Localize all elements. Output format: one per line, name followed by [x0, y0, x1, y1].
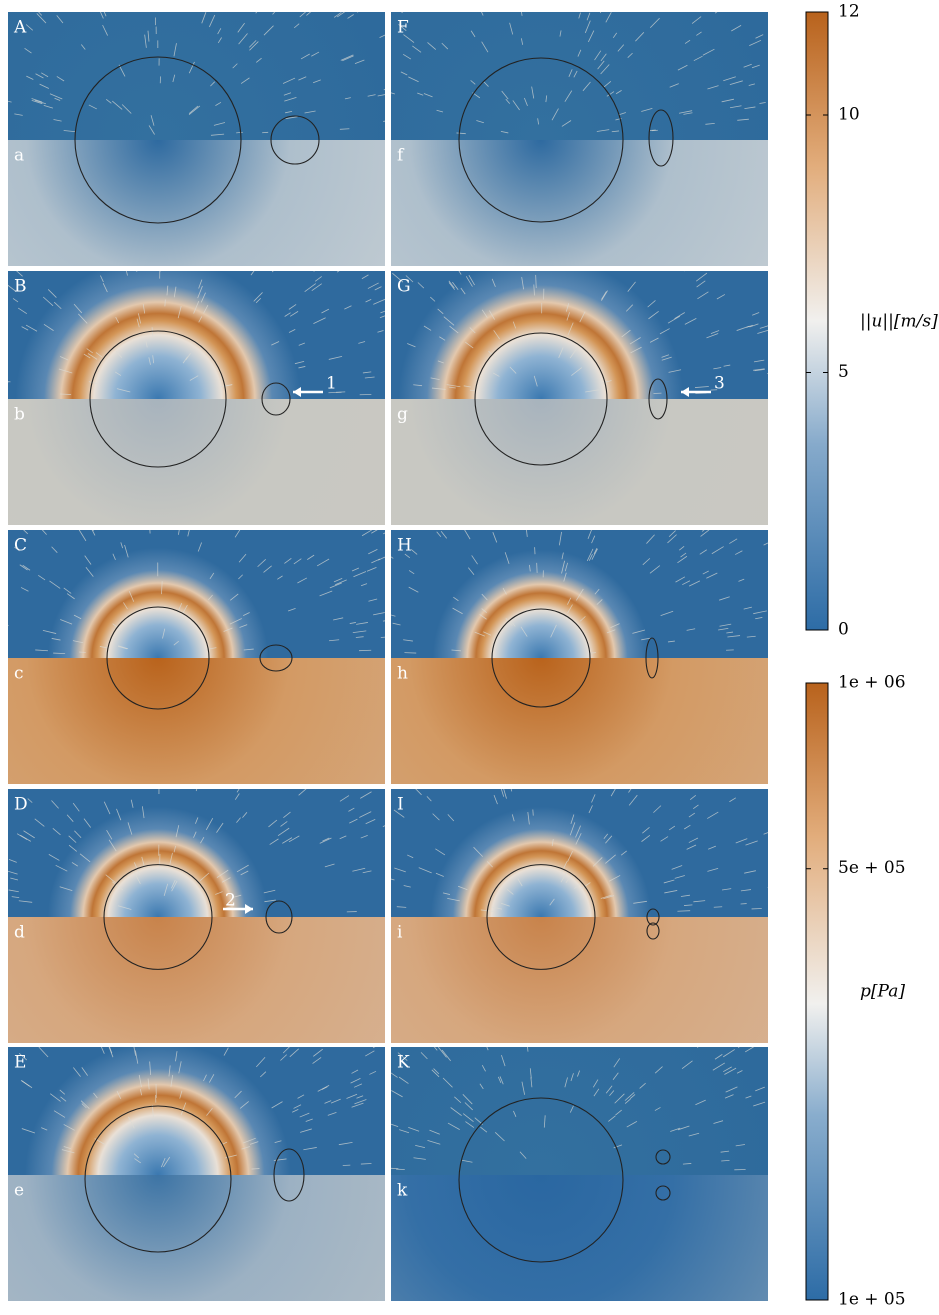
- flow-vector: [395, 5, 403, 12]
- panel-label: K: [397, 1053, 410, 1073]
- flow-vector: [0, 898, 8, 900]
- pressure-field: [8, 399, 385, 525]
- flow-vector: [340, 129, 350, 130]
- panel-label: g: [397, 405, 408, 425]
- pressure-field: [8, 140, 385, 266]
- panel-label: D: [14, 795, 28, 815]
- flow-vector: [60, 394, 71, 395]
- flow-vector: [536, 275, 537, 288]
- flow-vector: [136, 266, 137, 272]
- panel-label: F: [397, 18, 409, 38]
- panel-label: a: [14, 146, 24, 166]
- pressure-field: [391, 917, 768, 1043]
- panel: Hh: [387, 525, 773, 784]
- tick-label: 1e + 05: [838, 1290, 906, 1310]
- panel: Ff: [382, 2, 768, 266]
- panel: Dd 2: [0, 779, 392, 1043]
- colorbar: [806, 683, 828, 1300]
- panel-label: C: [14, 536, 27, 556]
- panel: Aa: [2, 5, 394, 266]
- panel-label: G: [397, 277, 411, 297]
- colorbar: [806, 12, 828, 630]
- pressure-field: [391, 140, 768, 266]
- flow-vector: [768, 887, 776, 888]
- velocity-field: [391, 789, 768, 917]
- colorbar-label: p[Pa]: [860, 982, 905, 1002]
- panel: Kk: [387, 1040, 768, 1301]
- panel: Ii: [383, 776, 776, 1043]
- panel: Gg 3: [391, 265, 775, 525]
- flow-vector: [165, 299, 166, 306]
- velocity-field: [391, 271, 768, 399]
- velocity-field: [8, 789, 385, 917]
- panel-label: E: [14, 1053, 26, 1073]
- panel: Bb 1: [0, 258, 389, 525]
- flow-vector: [649, 130, 655, 131]
- panel: Ee: [8, 1043, 385, 1301]
- pressure-field: [391, 658, 768, 784]
- flow-vector: [600, 2, 605, 13]
- velocity-field: [391, 530, 768, 658]
- panel-label: c: [14, 664, 24, 684]
- pressure-field: [391, 399, 768, 525]
- flow-vector: [150, 526, 151, 534]
- panel-label: H: [397, 536, 412, 556]
- panel-label: k: [397, 1181, 408, 1201]
- panel-label: I: [397, 795, 404, 815]
- panel-label: A: [13, 18, 27, 38]
- flow-vector: [2, 624, 8, 625]
- colorbar-label: ||u||[m/s]: [860, 312, 938, 332]
- panel-label: h: [397, 664, 408, 684]
- flow-vector: [0, 381, 8, 382]
- panel-label: d: [14, 923, 25, 943]
- pressure-field: [391, 1175, 768, 1301]
- pressure-field: [8, 658, 385, 784]
- velocity-field: [8, 1047, 385, 1175]
- panel-label: i: [397, 923, 403, 943]
- flow-vector: [677, 911, 690, 912]
- flow-vector: [381, 637, 387, 638]
- flow-vector: [767, 373, 775, 374]
- velocity-field: [8, 530, 385, 658]
- pressure-field: [8, 1175, 385, 1301]
- panel: Cc: [2, 519, 392, 784]
- pressure-field: [8, 917, 385, 1043]
- tick-label: 1e + 06: [838, 673, 906, 693]
- arrow-label: 1: [326, 374, 337, 394]
- arrow-label: 2: [225, 891, 236, 911]
- velocity-field: [391, 1047, 768, 1175]
- tick-label: 0: [838, 620, 849, 640]
- flow-vector: [53, 653, 65, 654]
- flow-vector: [252, 1169, 260, 1170]
- panel-label: b: [14, 405, 25, 425]
- panel-label: B: [14, 277, 27, 297]
- tick-label: 10: [838, 105, 860, 125]
- figure: AaFfBb1Gg3CcHhDd2IiEeKk051012||u||[m/s]1…: [0, 0, 939, 1311]
- flow-vector: [361, 1164, 372, 1165]
- arrow-label: 3: [714, 374, 725, 394]
- panel-label: e: [14, 1181, 24, 1201]
- velocity-field: [8, 12, 385, 140]
- tick-label: 12: [838, 2, 860, 22]
- velocity-field: [391, 12, 768, 140]
- flow-vector: [357, 5, 369, 12]
- tick-label: 5: [838, 362, 849, 382]
- tick-label: 5e + 05: [838, 858, 906, 878]
